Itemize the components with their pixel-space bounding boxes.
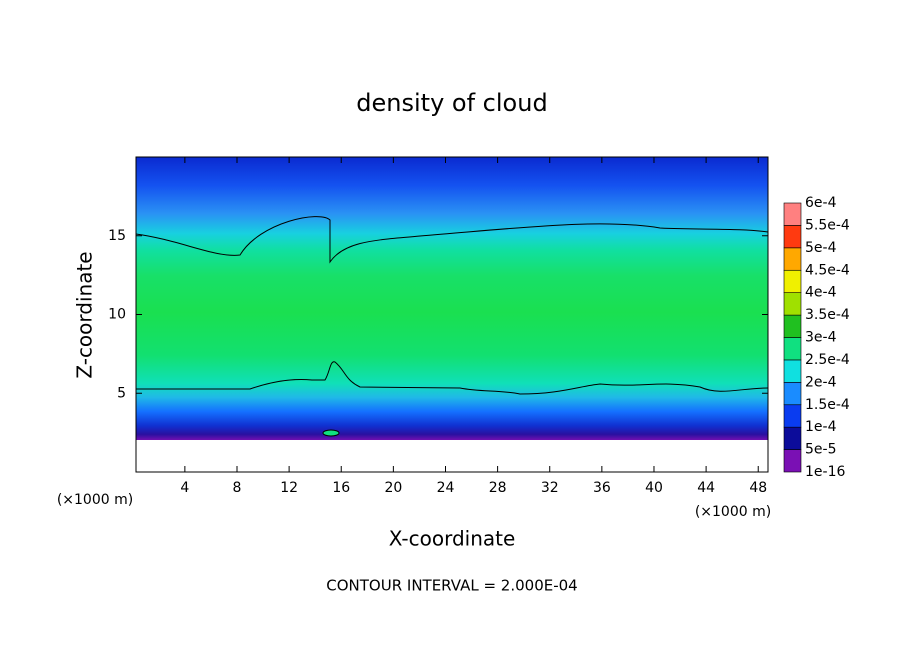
field-fill bbox=[136, 157, 768, 440]
y-tick-label: 5 bbox=[117, 385, 126, 401]
contour-line bbox=[135, 216, 769, 264]
colorbar-label: 5e-4 bbox=[805, 240, 837, 256]
contour-blob bbox=[322, 429, 340, 437]
y-tick-label: 10 bbox=[108, 307, 126, 323]
x-tick-label: 12 bbox=[280, 480, 298, 496]
x-tick-label: 44 bbox=[697, 480, 715, 496]
colorbar-label: 1.5e-4 bbox=[805, 397, 850, 413]
x-tick-label: 40 bbox=[645, 480, 663, 496]
x-tick-label: 20 bbox=[384, 480, 402, 496]
field bbox=[135, 157, 769, 440]
x-tick-label: 36 bbox=[593, 480, 611, 496]
colorbar-box bbox=[783, 225, 802, 249]
colorbar-label: 5.5e-4 bbox=[805, 217, 850, 233]
colorbar-box bbox=[783, 404, 802, 428]
colorbar-label: 4e-4 bbox=[805, 285, 837, 301]
colorbar-box bbox=[783, 269, 802, 293]
colorbar-label: 2.5e-4 bbox=[805, 352, 850, 368]
colorbar-box bbox=[783, 359, 802, 383]
x-tick-label: 24 bbox=[437, 480, 455, 496]
colorbar-label: 1e-16 bbox=[805, 464, 845, 480]
x-tick-label: 8 bbox=[233, 480, 242, 496]
x-tick-label: 28 bbox=[489, 480, 507, 496]
colorbar-box bbox=[783, 292, 802, 316]
colorbar-label: 3e-4 bbox=[805, 330, 837, 346]
y-unit-label: (×1000 m) bbox=[57, 492, 133, 508]
colorbar-label: 2e-4 bbox=[805, 374, 837, 390]
x-tick-label: 48 bbox=[749, 480, 767, 496]
contour-line bbox=[136, 361, 769, 395]
colorbar-box bbox=[783, 382, 802, 406]
x-unit-label: (×1000 m) bbox=[695, 504, 771, 520]
y-axis-label: Z-coordinate bbox=[73, 251, 97, 378]
colorbar-box bbox=[783, 337, 802, 361]
colorbar-label: 1e-4 bbox=[805, 419, 837, 435]
x-tick-label: 32 bbox=[541, 480, 559, 496]
colorbar-label: 4.5e-4 bbox=[805, 262, 850, 278]
colorbar-box bbox=[783, 247, 802, 271]
x-tick-label: 16 bbox=[332, 480, 350, 496]
x-axis-label: X-coordinate bbox=[389, 527, 516, 551]
colorbar-box bbox=[783, 314, 802, 338]
y-tick-label: 15 bbox=[108, 228, 126, 244]
colorbar-box bbox=[783, 202, 802, 226]
colorbar-label: 6e-4 bbox=[805, 195, 837, 211]
chart-title: density of cloud bbox=[356, 89, 547, 117]
colorbar-label: 3.5e-4 bbox=[805, 307, 850, 323]
colorbar-box bbox=[783, 426, 802, 450]
annotation: CONTOUR INTERVAL = 2.000E-04 bbox=[326, 577, 577, 595]
colorbar-box bbox=[783, 449, 802, 473]
x-tick-label: 4 bbox=[180, 480, 189, 496]
colorbar-label: 5e-5 bbox=[805, 442, 836, 458]
